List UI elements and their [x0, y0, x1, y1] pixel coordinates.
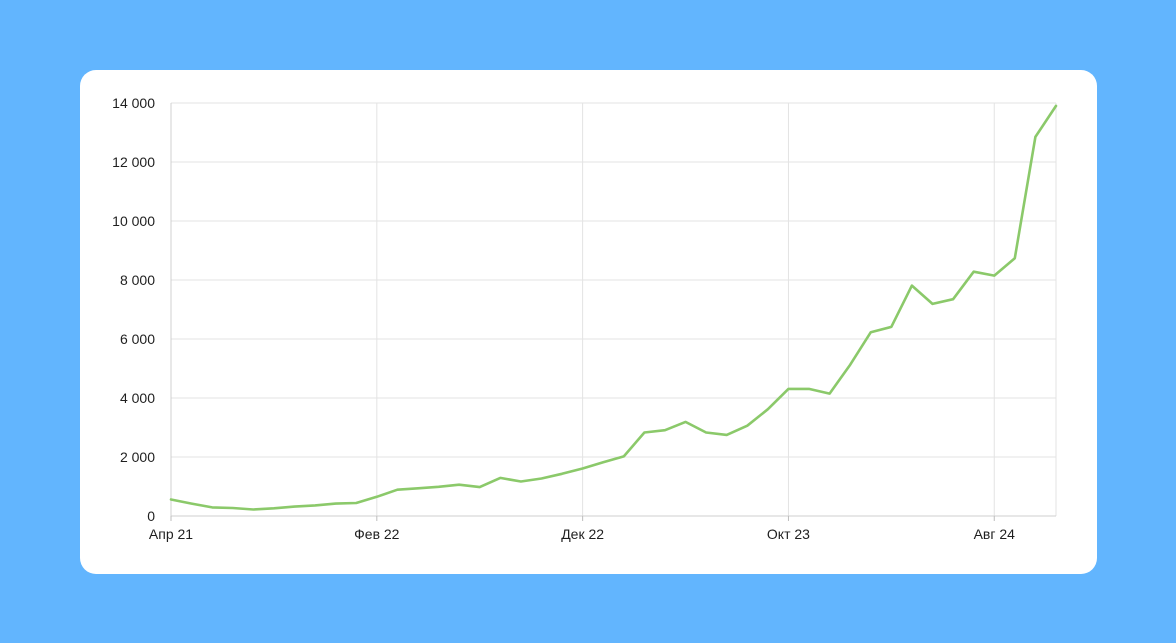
- chart-card: Апр 21 Фев 22 Дек 22 Окт 23 Авг 24 0 2 000 4 0…: [80, 70, 1097, 574]
- grid-lines: [170, 102, 1057, 517]
- y-tick-label: 0: [147, 508, 155, 524]
- line-chart: Апр 21 Фев 22 Дек 22 Окт 23 Авг 24 0 2 000 4 0…: [112, 95, 1058, 542]
- y-axis-ticks: 0 2 000 4 000 6 000 8 000 10 000 12 000 14 000: [112, 95, 155, 524]
- x-tick-label: Авг 24: [974, 526, 1016, 542]
- x-tick-label: Окт 23: [767, 526, 810, 542]
- y-tick-label: 4 000: [120, 390, 155, 406]
- y-tick-label: 2 000: [120, 449, 155, 465]
- y-tick-label: 6 000: [120, 331, 155, 347]
- x-axis-ticks: Апр 21 Фев 22 Дек 22 Окт 23 Авг 24: [149, 516, 1015, 542]
- y-tick-label: 14 000: [112, 95, 155, 111]
- series-line: [169, 104, 1058, 511]
- y-tick-label: 10 000: [112, 213, 155, 229]
- x-tick-label: Апр 21: [149, 526, 193, 542]
- y-tick-label: 12 000: [112, 154, 155, 170]
- series-layer: [169, 104, 1058, 511]
- y-tick-label: 8 000: [120, 272, 155, 288]
- x-tick-label: Дек 22: [561, 526, 604, 542]
- x-tick-label: Фев 22: [354, 526, 400, 542]
